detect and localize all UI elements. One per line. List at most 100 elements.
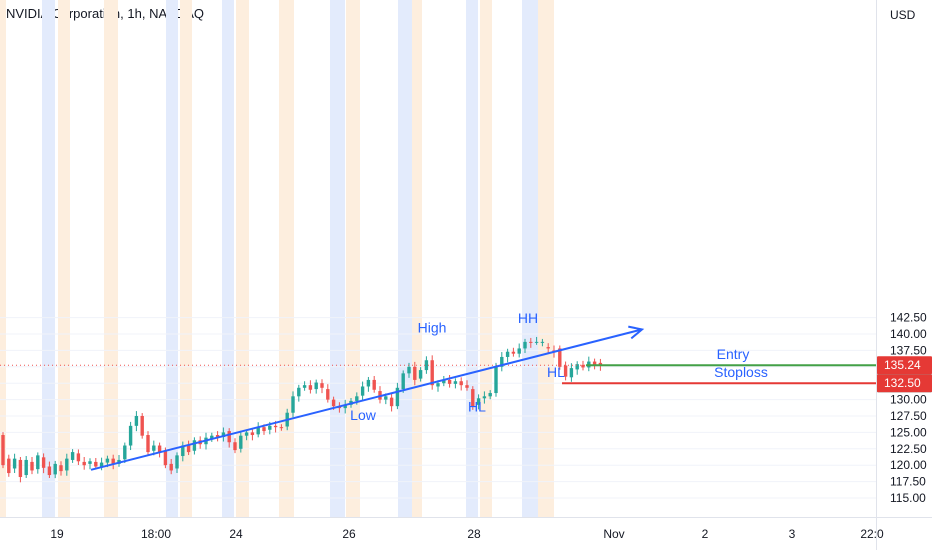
x-tick-label: 19 <box>50 527 64 541</box>
candle-body <box>186 445 191 453</box>
candle-body <box>360 386 365 396</box>
candle-body <box>76 453 81 462</box>
candle-body <box>169 463 173 471</box>
session-band <box>522 0 538 517</box>
x-tick-label: 22:0 <box>860 527 884 541</box>
session-band <box>0 0 6 517</box>
candle-body <box>192 440 197 451</box>
candle-body <box>53 463 57 475</box>
candle-body <box>413 366 417 380</box>
candle-body <box>517 348 521 354</box>
candle-body <box>36 455 40 470</box>
x-tick-label: 2 <box>702 527 709 541</box>
candle-body <box>94 461 98 467</box>
candle-body <box>540 341 545 343</box>
session-highlight-bands <box>0 0 554 517</box>
candle-body <box>24 459 28 476</box>
price-tag <box>877 374 932 393</box>
y-tick-label: 137.50 <box>890 343 927 357</box>
candle-body <box>30 461 34 471</box>
candle-body <box>233 442 237 451</box>
x-tick-label: 24 <box>229 527 243 541</box>
x-tick-label: 26 <box>342 527 356 541</box>
chart-labels: 115.00 117.50 120.00 122.50 125.00 127.50 130.… <box>50 8 932 541</box>
annotation-label: High <box>418 320 447 336</box>
candle-body <box>372 379 376 390</box>
y-tick-label: 140.00 <box>890 327 927 341</box>
candle-body <box>529 341 533 343</box>
candle-body <box>273 425 278 428</box>
x-tick-label: Nov <box>603 527 624 541</box>
y-tick-label: 120.00 <box>890 458 927 472</box>
price-tag <box>877 356 932 375</box>
candle-body <box>70 452 75 460</box>
candle-body <box>442 379 446 384</box>
candle-body <box>12 458 17 469</box>
candle-body <box>65 458 69 471</box>
x-tick-label: 18:00 <box>141 527 171 541</box>
candle-body <box>291 396 295 413</box>
candle-body <box>134 416 139 426</box>
y-tick-label: 122.50 <box>890 442 927 456</box>
candle-body <box>279 427 284 429</box>
annotation-label: HH <box>518 310 538 326</box>
candle-body <box>123 445 127 460</box>
price-tag-label: 135.24 <box>884 358 921 372</box>
candle-body <box>534 341 539 343</box>
candle-body <box>1 435 5 466</box>
candle-body <box>7 458 11 474</box>
candle-body <box>239 435 243 449</box>
candle-body <box>320 383 324 388</box>
candle-body <box>569 368 574 378</box>
candle-body <box>111 458 115 464</box>
grid-lines <box>0 317 876 499</box>
candle-body <box>355 396 359 401</box>
candle-body <box>511 351 516 354</box>
candle-body <box>99 462 104 467</box>
annotation-label: HL <box>547 364 565 380</box>
candle-body <box>476 398 481 405</box>
candle-body <box>459 381 463 386</box>
candlestick-series <box>1 336 603 483</box>
x-tick-label: 28 <box>467 527 481 541</box>
candle-body <box>140 416 144 436</box>
candle-body <box>343 404 347 409</box>
candle-body <box>82 461 86 466</box>
candle-body <box>157 445 162 453</box>
candle-body <box>244 432 249 436</box>
y-tick-label: 127.50 <box>890 409 927 423</box>
y-tick-label: 125.00 <box>890 425 927 439</box>
candle-body <box>366 379 371 387</box>
y-tick-label: 117.50 <box>890 475 926 489</box>
candle-body <box>395 387 400 407</box>
session-band <box>330 0 345 517</box>
drawing-overlay <box>0 325 876 471</box>
candle-body <box>453 381 458 384</box>
session-band <box>104 0 118 517</box>
session-band <box>279 0 294 517</box>
candle-body <box>262 427 266 432</box>
session-band <box>180 0 192 517</box>
candle-body <box>488 393 492 397</box>
candle-body <box>41 457 46 468</box>
candle-body <box>47 466 52 476</box>
candle-body <box>563 365 568 377</box>
session-band <box>480 0 492 517</box>
session-band <box>42 0 55 517</box>
session-band <box>398 0 412 517</box>
session-band <box>346 0 360 517</box>
candle-body <box>389 397 394 407</box>
candle-body <box>105 458 110 463</box>
y-tick-label: 130.00 <box>890 393 927 407</box>
trend-arrow-head <box>628 325 645 340</box>
candle-body <box>505 351 510 357</box>
trend-line[interactable] <box>90 328 643 471</box>
candle-body <box>471 389 475 407</box>
candle-body <box>331 399 336 407</box>
candle-body <box>227 431 231 443</box>
annotation-label: HL <box>468 398 486 414</box>
candle-body <box>424 360 429 371</box>
candle-body <box>326 389 330 400</box>
